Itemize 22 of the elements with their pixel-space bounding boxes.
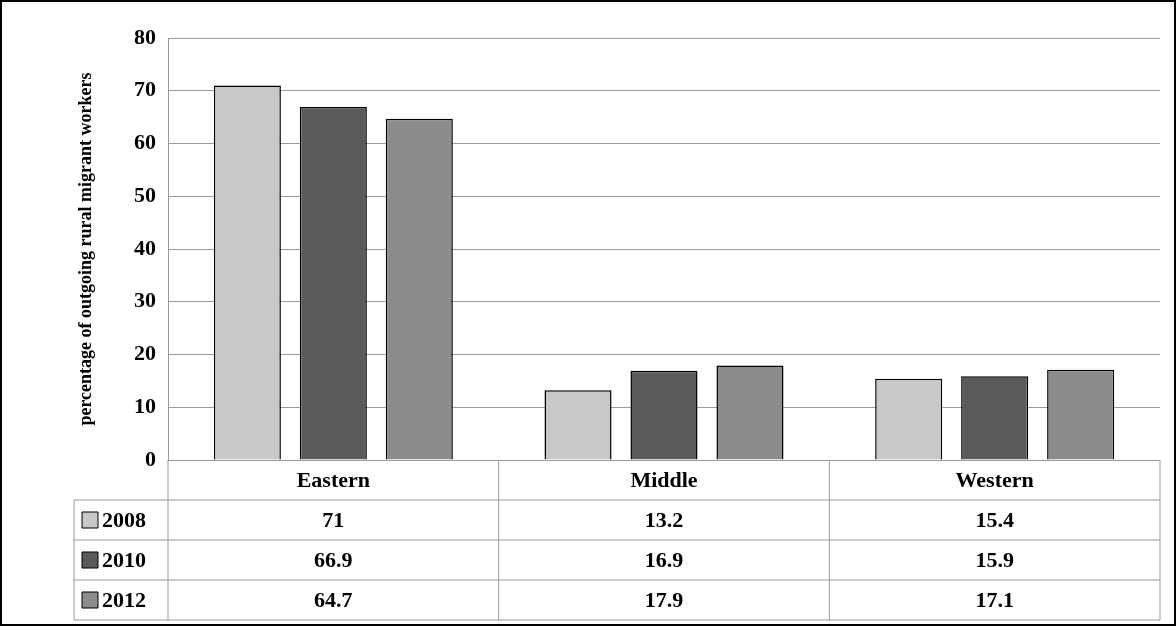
y-tick-label: 0 <box>145 445 156 471</box>
y-axis-title: percentage of outgoing rural migrant workers <box>75 72 96 426</box>
y-tick-label: 20 <box>134 340 156 366</box>
y-tick-label: 70 <box>134 76 156 102</box>
x-tick-label: Middle <box>630 466 698 492</box>
y-tick-label: 80 <box>134 23 156 49</box>
data-label: 66.9 <box>314 546 353 572</box>
y-tick-label: 50 <box>134 181 156 207</box>
data-label: 17.1 <box>975 586 1014 612</box>
x-tick-label: Eastern <box>296 466 370 492</box>
data-label: 15.9 <box>975 546 1014 572</box>
y-tick-label: 10 <box>134 392 156 418</box>
y-tick-label: 60 <box>134 129 156 155</box>
y-tick-label: 30 <box>134 287 156 313</box>
data-label: 13.2 <box>644 506 684 532</box>
x-tick-label: Western <box>955 466 1034 492</box>
data-label: 16.9 <box>644 546 684 572</box>
data-label: 17.9 <box>644 586 684 612</box>
data-label: 15.4 <box>975 506 1014 532</box>
data-label: 64.7 <box>314 586 353 612</box>
y-tick-label: 40 <box>134 234 156 260</box>
data-label: 71 <box>322 506 345 532</box>
